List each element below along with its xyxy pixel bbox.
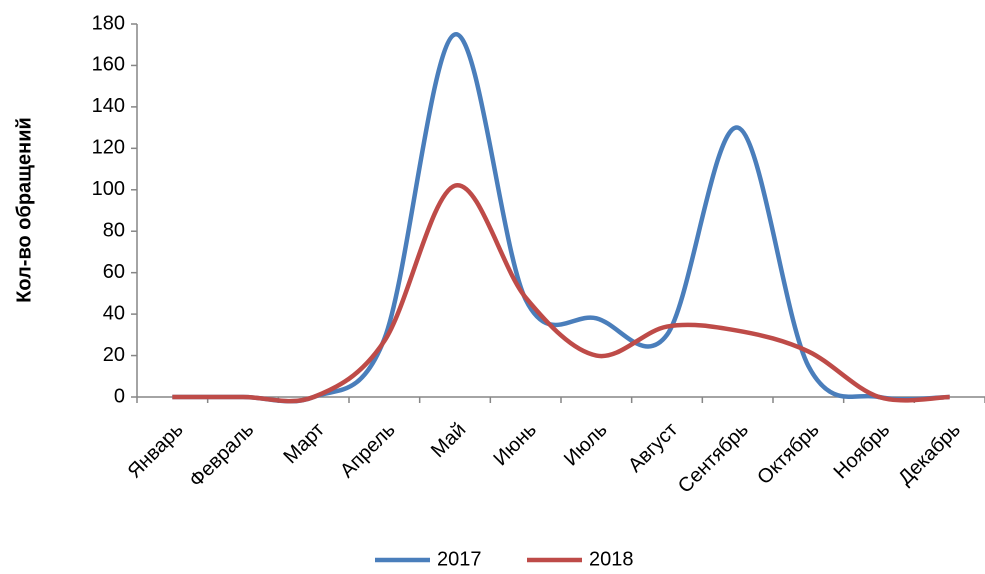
x-tick-label: Май	[427, 419, 470, 462]
legend-label: 2017	[437, 548, 482, 570]
x-tick-label: Апрель	[336, 419, 400, 483]
x-tick-label: Июль	[560, 419, 612, 471]
y-axis-title: Кол-во обращений	[13, 117, 35, 303]
y-tick-label: 60	[103, 261, 125, 283]
y-tick-label: 180	[92, 12, 125, 34]
legend-label: 2018	[589, 548, 634, 570]
y-tick-label: 40	[103, 302, 125, 324]
line	[172, 32, 950, 404]
x-tick-label: Март	[280, 419, 329, 468]
y-tick-label: 160	[92, 54, 125, 76]
x-tick-label: Июнь	[489, 419, 541, 471]
x-tick-label: Август	[624, 419, 682, 477]
y-tick-label: 80	[103, 220, 125, 242]
y-tick-label: 100	[92, 178, 125, 200]
y-tick-label: 0	[114, 385, 125, 407]
x-tick-label: Октябрь	[753, 419, 823, 489]
x-tick-label: Ноябрь	[830, 419, 895, 484]
y-tick-label: 140	[92, 95, 125, 117]
x-tick-label: Январь	[124, 419, 188, 483]
x-tick-label: Декабрь	[894, 419, 965, 490]
y-tick-label: 20	[103, 344, 125, 366]
x-tick-label: Февраль	[185, 419, 258, 492]
y-tick-label: 120	[92, 137, 125, 159]
x-tick-label: Сентябрь	[674, 419, 753, 498]
line	[172, 183, 950, 404]
